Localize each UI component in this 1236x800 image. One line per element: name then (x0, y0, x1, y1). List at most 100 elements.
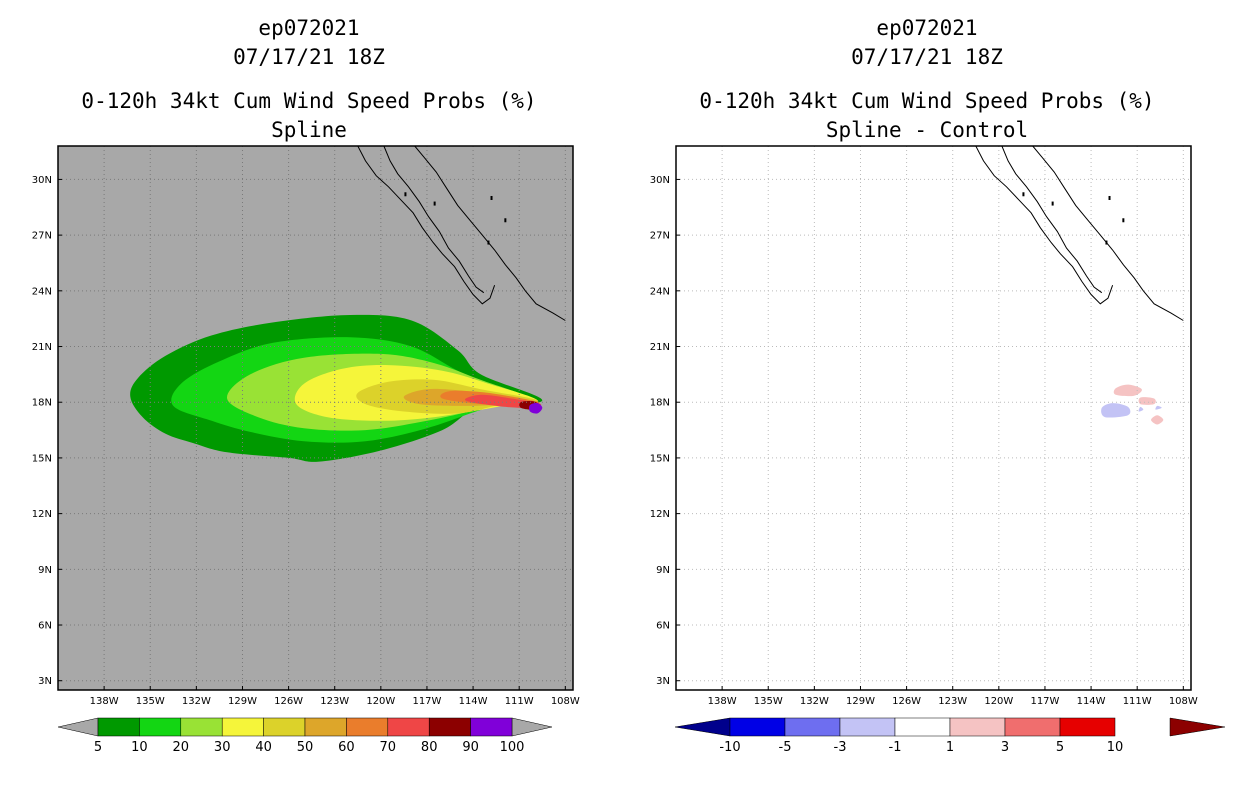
chart-subtitle: Spline (271, 118, 347, 142)
colorbar-arrow-left (57, 717, 99, 737)
contour-level-1 (1138, 397, 1156, 405)
contour-level-90 (529, 403, 543, 414)
colorbar-arrow-left (674, 717, 731, 737)
colorbar-label: 20 (173, 740, 190, 755)
y-tick-label: 27N (650, 231, 670, 242)
colorbar-label: 10 (1107, 740, 1124, 755)
x-tick-label: 111W (505, 696, 534, 707)
contour-layer (1101, 384, 1164, 425)
colorbar-swatch (729, 717, 786, 737)
x-tick-label: 120W (366, 696, 395, 707)
plot-background (676, 146, 1191, 690)
y-tick-label: 24N (32, 286, 52, 297)
colorbar-swatch (784, 717, 841, 737)
colorbar-swatch (1004, 717, 1061, 737)
colorbar-swatch (180, 717, 223, 737)
colorbar-swatch (221, 717, 264, 737)
left-panel: ep072021 07/17/21 18Z 0-120h 34kt Cum Wi… (32, 16, 580, 755)
contour-level--1 (1155, 405, 1162, 410)
contour-level-1 (1113, 384, 1142, 397)
coastline (975, 146, 1184, 321)
x-tick-label: 132W (800, 696, 829, 707)
colorbar-swatch (387, 717, 430, 737)
x-tick-label: 126W (892, 696, 921, 707)
x-tick-label: 138W (708, 696, 737, 707)
colorbar-label: 30 (214, 740, 231, 755)
y-tick-label: 18N (32, 398, 52, 409)
colorbar-label: 3 (1001, 740, 1009, 755)
coastline (357, 146, 566, 321)
y-tick-label: 12N (650, 509, 670, 520)
colorbar-arrow-right (1169, 717, 1226, 737)
datetime-title: 07/17/21 18Z (851, 45, 1003, 69)
plot-frame (57, 145, 574, 691)
colorbar-label: 40 (255, 740, 272, 755)
colorbar-label: 100 (500, 740, 525, 755)
x-tick-label: 135W (136, 696, 165, 707)
colorbar-swatch (428, 717, 471, 737)
contour-layer (130, 314, 543, 462)
datetime-title: 07/17/21 18Z (233, 45, 385, 69)
island (1051, 201, 1054, 206)
island (433, 201, 436, 206)
y-tick-label: 30N (650, 175, 670, 186)
colorbar-swatch (894, 717, 951, 737)
island (404, 192, 407, 197)
contour-level-1 (1151, 415, 1164, 425)
difference-map: 138W 135W 132W 129W 126W 123W 120W 117W 114W 111W… (650, 145, 1226, 755)
colorbar-label: 1 (946, 740, 954, 755)
x-tick-label: 114W (1077, 696, 1106, 707)
chart-subtitle: Spline - Control (825, 118, 1029, 142)
colorbar-label: 90 (462, 740, 479, 755)
island (504, 218, 507, 223)
colorbar-label: 5 (94, 740, 102, 755)
x-tick-label: 117W (1030, 696, 1059, 707)
storm-id-title: ep072021 (876, 16, 978, 40)
storm-id-title: ep072021 (258, 16, 360, 40)
island (490, 195, 493, 200)
colorbar-label: -5 (779, 740, 792, 755)
coastline-segment (975, 146, 1114, 305)
x-tick-label: 132W (182, 696, 211, 707)
x-tick-label: 108W (551, 696, 580, 707)
contour-level--1 (1138, 406, 1144, 412)
island (1022, 192, 1025, 197)
colorbar-swatch (263, 717, 306, 737)
y-tick-label: 15N (650, 453, 670, 464)
right-panel: ep072021 07/17/21 18Z 0-120h 34kt Cum Wi… (618, 0, 1236, 800)
x-tick-label: 108W (1169, 696, 1198, 707)
colorbar-label: -1 (889, 740, 902, 755)
x-tick-label: 123W (938, 696, 967, 707)
y-tick-label: 6N (38, 621, 52, 632)
x-tick-label: 126W (274, 696, 303, 707)
colorbar-swatch (839, 717, 896, 737)
colorbar-arrow-right (511, 717, 553, 737)
plot-frame (675, 145, 1192, 691)
y-tick-label: 30N (32, 175, 52, 186)
y-tick-label: 9N (656, 565, 670, 576)
x-tick-label: 117W (412, 696, 441, 707)
island (487, 240, 490, 245)
y-tick-label: 3N (38, 676, 52, 687)
probability-map: 138W 135W 132W 129W 126W 123W 120W 117W 114W 111W… (32, 145, 580, 755)
contour-level--1 (1101, 403, 1131, 418)
colorbar-label: 60 (338, 740, 355, 755)
y-tick-label: 15N (32, 453, 52, 464)
x-tick-label: 114W (459, 696, 488, 707)
island (1105, 240, 1108, 245)
x-tick-label: 111W (1123, 696, 1152, 707)
coastline-segment (1001, 146, 1103, 294)
y-tick-label: 9N (38, 565, 52, 576)
x-tick-label: 129W (228, 696, 257, 707)
y-tick-label: 27N (32, 231, 52, 242)
x-tick-label: 135W (754, 696, 783, 707)
colorbar-label: -3 (834, 740, 847, 755)
island (1122, 218, 1125, 223)
colorbar-swatch (949, 717, 1006, 737)
colorbar-swatch (346, 717, 389, 737)
y-tick-label: 24N (650, 286, 670, 297)
x-tick-label: 123W (320, 696, 349, 707)
x-tick-label: 120W (984, 696, 1013, 707)
island (1108, 195, 1111, 200)
colorbar-swatch (304, 717, 347, 737)
